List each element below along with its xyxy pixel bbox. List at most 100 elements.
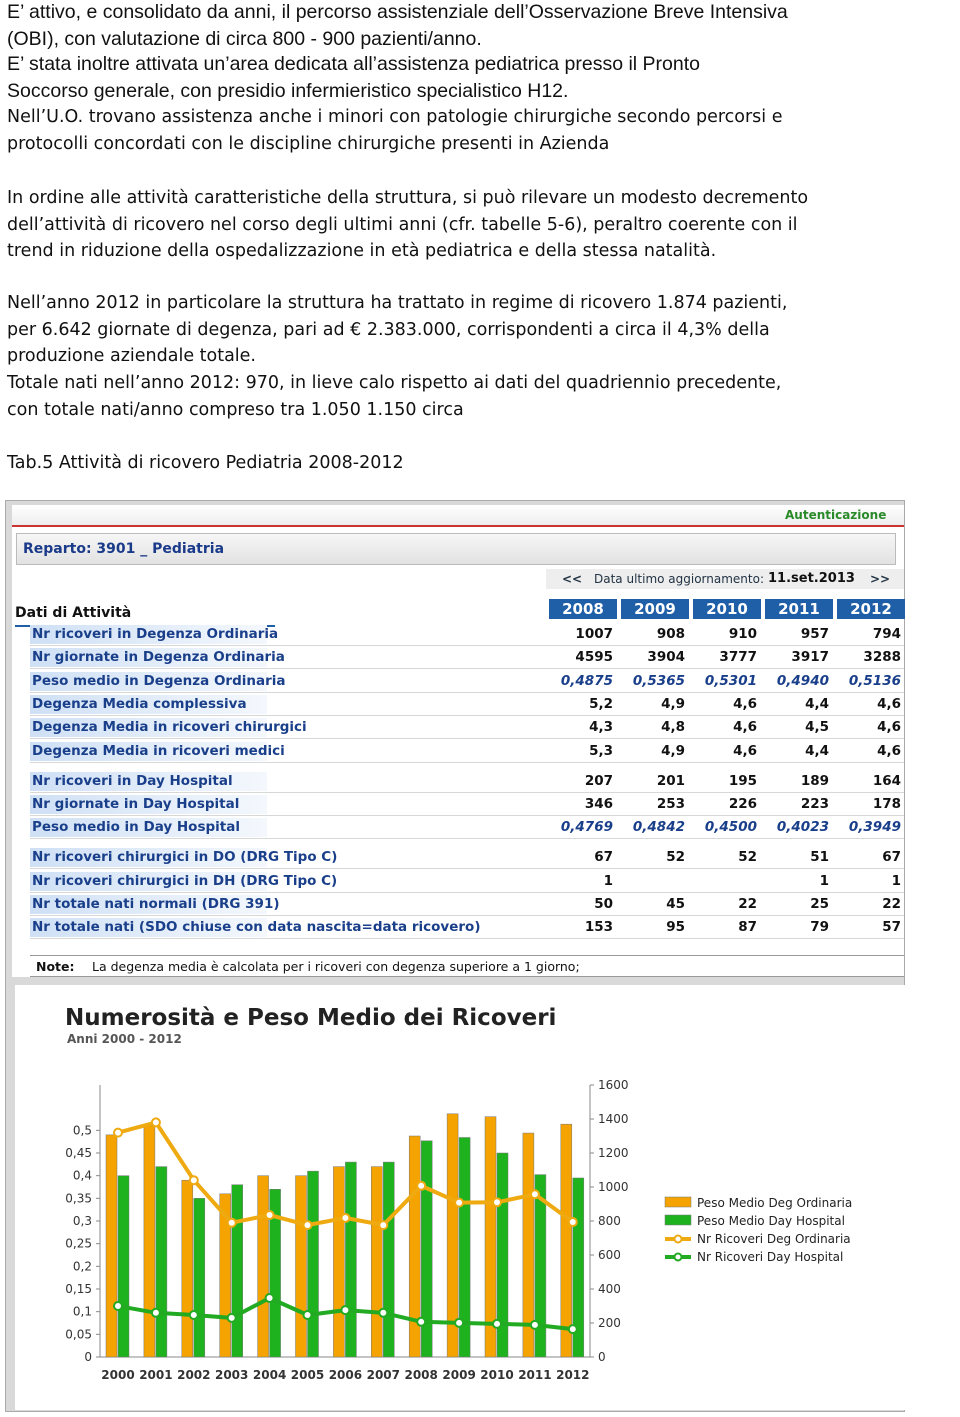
x-tick-label: 2011 [518,1368,551,1382]
cell: 4,9 [661,696,685,712]
bar [572,1177,585,1358]
point [150,1117,161,1128]
cell: 153 [584,919,613,935]
bar [458,1137,471,1358]
x-tick-label: 2010 [480,1368,513,1382]
cell: 22 [882,896,901,912]
y2-tick-label: 1600 [598,1078,629,1092]
point [454,1197,465,1208]
cell: 0,4875 [560,673,613,689]
bar [257,1175,269,1358]
cell: 3917 [791,649,829,665]
year-header: 2010 [693,599,761,619]
row-label: Nr ricoveri chirurgici in DH (DRG Tipo C… [30,872,338,891]
cell: 51 [810,849,829,865]
year-header: 2012 [837,599,905,619]
y-tick-label: 0,5 [73,1123,92,1137]
y-tick-label: 0,45 [65,1146,92,1160]
cell: 57 [882,919,901,935]
cell: 223 [800,796,829,812]
bar [345,1161,357,1358]
text-line: Nell’U.O. trovano assistenza anche i min… [7,107,783,127]
row-label: Nr ricoveri chirurgici in DO (DRG Tipo C… [30,848,338,867]
row-label: Nr ricoveri in Day Hospital [30,772,267,791]
legend-label: Peso Medio Deg Ordinaria [697,1196,852,1210]
chart: Numerosità e Peso Medio dei RicoveriAnni… [15,985,905,1410]
cell: 794 [872,626,901,642]
bar [219,1193,231,1358]
content-panel: Autenticazione Reparto: 3901 _ Pediatria <… [12,505,905,977]
point [264,1293,275,1304]
point [264,1210,275,1221]
cell: 910 [728,626,757,642]
cell: 1007 [575,626,613,642]
point [150,1307,161,1318]
point [567,1324,578,1335]
x-tick-label: 2009 [442,1368,475,1382]
bar [155,1166,168,1358]
cell: 4,8 [661,719,685,735]
bar [496,1152,509,1358]
cell: 5,2 [589,696,613,712]
update-date: 11.set.2013 [768,571,855,586]
point [529,1189,540,1200]
point [113,1301,123,1311]
text-line: E’ attivo, e consolidato da anni, il per… [7,1,788,23]
cell: 45 [666,896,685,912]
y-tick-label: 0,25 [65,1237,92,1251]
auth-bar [12,505,904,527]
x-tick-label: 2001 [139,1368,172,1382]
cell: 50 [594,896,613,912]
cell: 0,4023 [776,819,829,835]
bar [333,1166,345,1358]
row-rule [30,668,904,669]
nav-next[interactable]: >> [870,572,891,586]
point [226,1217,237,1228]
bar [446,1113,459,1358]
bar [484,1116,497,1358]
point [340,1212,351,1223]
caption: Tab.5 Attività di ricovero Pediatria 200… [7,453,404,473]
y-tick-label: 0 [84,1350,92,1364]
nav-prev[interactable]: << [562,572,583,586]
point [188,1310,199,1321]
point [416,1180,427,1191]
y2-tick-label: 800 [598,1214,621,1228]
cell: 4,4 [805,743,829,759]
cell: 178 [872,796,901,812]
row-rule [30,645,904,646]
text-line: In ordine alle attività caratteristiche … [7,188,809,208]
y2-tick-label: 1400 [598,1112,629,1126]
cell: 164 [872,773,901,789]
chart-subtitle: Anni 2000 - 2012 [67,1032,182,1046]
cell: 52 [666,849,685,865]
legend-label: Nr Ricoveri Deg Ordinaria [697,1232,851,1246]
cell: 4595 [575,649,613,665]
legend-label: Peso Medio Day Hospital [697,1214,845,1228]
row-rule [30,715,904,716]
cell: 0,5136 [848,673,901,689]
y2-tick-label: 200 [598,1316,621,1330]
text-line: trend in riduzione della ospedalizzazion… [7,241,717,261]
text-line: (OBI), con valutazione di circa 800 - 90… [7,27,482,50]
row-rule [30,762,904,763]
cell: 195 [728,773,757,789]
row-label: Peso medio in Degenza Ordinaria [30,672,286,691]
text-line: con totale nati/anno compreso tra 1.050 … [7,399,464,420]
y-tick-label: 0,35 [65,1191,92,1205]
update-label: Data ultimo aggiornamento: [594,572,765,586]
point [492,1318,502,1329]
x-tick-label: 2012 [556,1368,589,1382]
text-line: produzione aziendale totale. [7,346,256,366]
row-rule [30,815,904,816]
cell: 52 [738,849,757,865]
cell: 0,4842 [632,819,685,835]
cell: 4,6 [733,719,757,735]
bar [420,1140,433,1358]
cell: 346 [584,796,613,812]
row-label: Peso medio in Day Hospital [30,818,267,837]
cell: 4,4 [805,696,829,712]
bar [181,1179,194,1358]
x-tick-label: 2005 [291,1368,324,1382]
